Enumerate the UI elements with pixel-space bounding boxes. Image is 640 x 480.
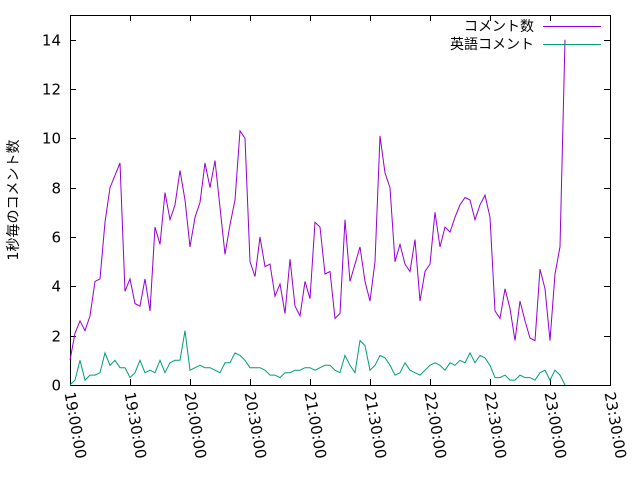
legend-label-1: 英語コメント [450,36,534,53]
x-tick-label: 22:00:00 [421,391,450,460]
y-tick-label: 10 [42,130,61,148]
y-tick-label: 6 [51,229,61,247]
y-tick-label: 14 [42,32,61,50]
x-tick-label: 21:00:00 [301,391,330,460]
series-lines [69,39,566,386]
x-tick-label: 23:30:00 [601,391,630,460]
x-tick-label: 19:00:00 [61,391,90,460]
y-tick-label: 0 [51,377,61,395]
y-tick-label: 8 [51,180,61,198]
x-tick-label: 23:00:00 [541,391,570,460]
series-line-1 [69,330,566,386]
x-tick-label: 20:00:00 [181,391,210,460]
x-tick-label: 22:30:00 [481,391,510,460]
x-tick-label: 20:30:00 [241,391,270,460]
y-axis: 0 2 4 6 8 10 12 14 [42,32,610,395]
x-tick-label: 19:30:00 [121,391,150,460]
y-tick-label: 12 [42,81,61,99]
series-line-0 [69,39,566,361]
y-axis-label: 1秒毎のコメント数 [6,140,22,261]
y-tick-label: 4 [51,278,61,296]
legend-label-0: コメント数 [464,19,534,35]
x-axis: 19:00:00 19:30:00 20:00:00 20:30:00 21:00:00… [61,15,630,460]
y-tick-label: 2 [51,328,61,346]
plot-frame [70,15,611,386]
x-tick-label: 21:30:00 [361,391,390,460]
